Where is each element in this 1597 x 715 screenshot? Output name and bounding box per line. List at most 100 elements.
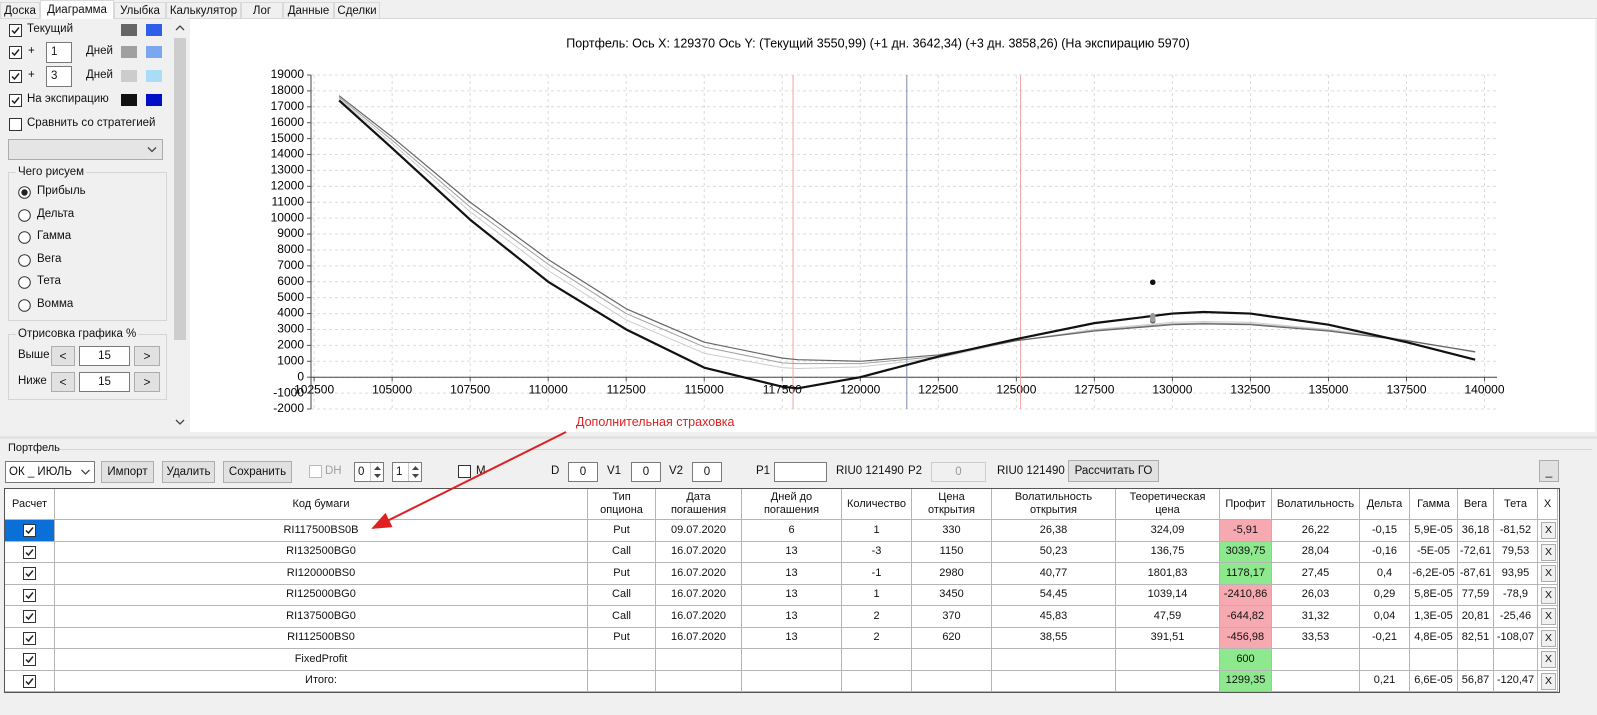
table-cell: 09.07.2020: [656, 520, 742, 542]
table-cell: 1801,83: [1116, 563, 1220, 585]
table-cell: -5E-05: [1410, 541, 1458, 563]
table-cell: 40,77: [992, 563, 1116, 585]
series-line: [338, 99, 1476, 390]
radio[interactable]: [18, 208, 31, 222]
table-cell: -25,46: [1494, 606, 1538, 628]
x-tick-label: 105000: [372, 382, 412, 396]
tab[interactable]: Сделки: [334, 2, 380, 18]
color-swatch[interactable]: [146, 46, 162, 58]
delete-button[interactable]: X: [1541, 672, 1556, 690]
delete-button[interactable]: X: [1541, 565, 1556, 582]
checkbox[interactable]: [23, 588, 36, 602]
range-input[interactable]: 15: [79, 372, 130, 392]
tab[interactable]: Диаграмма: [40, 0, 114, 19]
p2-input[interactable]: 0: [931, 462, 986, 482]
delete-button[interactable]: X: [1541, 586, 1556, 604]
table-cell: RI132500BG0: [55, 541, 588, 563]
table-cell: 26,22: [1272, 520, 1360, 542]
checkbox[interactable]: [23, 653, 36, 666]
checkbox[interactable]: [9, 46, 22, 59]
radio-label: Дельта: [37, 207, 75, 220]
decrease-button[interactable]: <: [51, 372, 75, 392]
color-swatch[interactable]: [121, 46, 137, 58]
table-cell: 27,45: [1272, 563, 1360, 585]
table-cell: 391,51: [1116, 627, 1220, 649]
increase-button[interactable]: >: [134, 346, 160, 366]
spin-arrows[interactable]: [408, 463, 421, 481]
table-cell: 16.07.2020: [656, 627, 742, 649]
color-swatch[interactable]: [121, 70, 137, 82]
y-tick-label: 10000: [271, 210, 305, 224]
color-swatch[interactable]: [146, 24, 162, 36]
scrollbar-thumb[interactable]: [174, 38, 186, 340]
field-input[interactable]: 0: [631, 462, 661, 482]
checkbox[interactable]: [23, 631, 36, 645]
table-cell: 4,8E-05: [1410, 627, 1458, 649]
radio[interactable]: [18, 253, 31, 267]
table-cell: Put: [588, 627, 656, 649]
checkbox[interactable]: [23, 610, 36, 623]
table-cell: -87,61: [1458, 563, 1494, 585]
tab[interactable]: Улыбка: [114, 2, 166, 18]
table-cell: 20,81: [1458, 606, 1494, 628]
tab[interactable]: Калькулятор: [166, 2, 241, 18]
checkbox[interactable]: [23, 567, 36, 580]
color-swatch[interactable]: [121, 24, 137, 36]
color-swatch[interactable]: [146, 94, 162, 106]
minimize-button[interactable]: _: [1539, 460, 1559, 482]
table-cell: X: [1538, 489, 1558, 520]
decrease-button[interactable]: <: [51, 346, 75, 366]
table-cell: Call: [588, 541, 656, 563]
checkbox[interactable]: [9, 94, 22, 107]
checkbox[interactable]: [9, 24, 22, 37]
tab[interactable]: Данные: [283, 2, 334, 18]
delete-button[interactable]: X: [1541, 651, 1556, 668]
tab[interactable]: Лог: [241, 2, 283, 18]
series-line: [338, 96, 1476, 365]
toolbar-button[interactable]: Сохранить: [223, 461, 292, 483]
checkbox[interactable]: [23, 674, 36, 688]
checkbox[interactable]: [23, 524, 36, 537]
toolbar-button[interactable]: Удалить: [162, 461, 215, 483]
table-cell: [1272, 670, 1360, 692]
table-cell: -1: [842, 563, 912, 585]
table-cell: -5,91: [1220, 520, 1272, 542]
splitter: [0, 436, 1597, 439]
field-input[interactable]: 0: [568, 462, 598, 482]
y-tick-label: 5000: [277, 290, 304, 304]
table-cell: [842, 649, 912, 671]
radio[interactable]: [18, 299, 31, 312]
delete-button[interactable]: X: [1541, 608, 1556, 625]
table-cell: FixedProfit: [55, 649, 588, 671]
tab[interactable]: Доска: [0, 2, 40, 18]
delete-button[interactable]: X: [1541, 522, 1556, 539]
checkbox[interactable]: [9, 70, 22, 83]
delete-button[interactable]: X: [1541, 629, 1556, 647]
strategy-compare-select[interactable]: [8, 139, 163, 160]
table-cell: [992, 670, 1116, 692]
calc-button[interactable]: Рассчитать ГО: [1068, 460, 1159, 482]
checkbox[interactable]: [458, 465, 471, 478]
check-mark: [25, 613, 34, 621]
radio[interactable]: [18, 186, 31, 199]
field-input[interactable]: 0: [692, 462, 722, 482]
strategy-select[interactable]: ОК _ ИЮЛЬ: [5, 461, 95, 483]
days-input[interactable]: 1: [46, 42, 72, 63]
checkbox[interactable]: [9, 118, 22, 131]
radio[interactable]: [18, 276, 31, 290]
increase-button[interactable]: >: [134, 372, 160, 392]
color-swatch[interactable]: [121, 94, 137, 106]
table-cell: -78,9: [1494, 584, 1538, 606]
x-tick-label: 135000: [1308, 382, 1348, 396]
color-swatch[interactable]: [146, 70, 162, 82]
p1-input[interactable]: [774, 462, 827, 482]
spin-arrows[interactable]: [370, 463, 383, 481]
days-input[interactable]: 3: [46, 66, 72, 87]
range-input[interactable]: 15: [79, 346, 130, 366]
checkbox[interactable]: [23, 545, 36, 559]
radio[interactable]: [18, 231, 31, 244]
delete-button[interactable]: X: [1541, 543, 1556, 561]
toolbar-button[interactable]: Импорт: [101, 461, 154, 483]
table-cell: Тип опциона: [588, 489, 656, 520]
